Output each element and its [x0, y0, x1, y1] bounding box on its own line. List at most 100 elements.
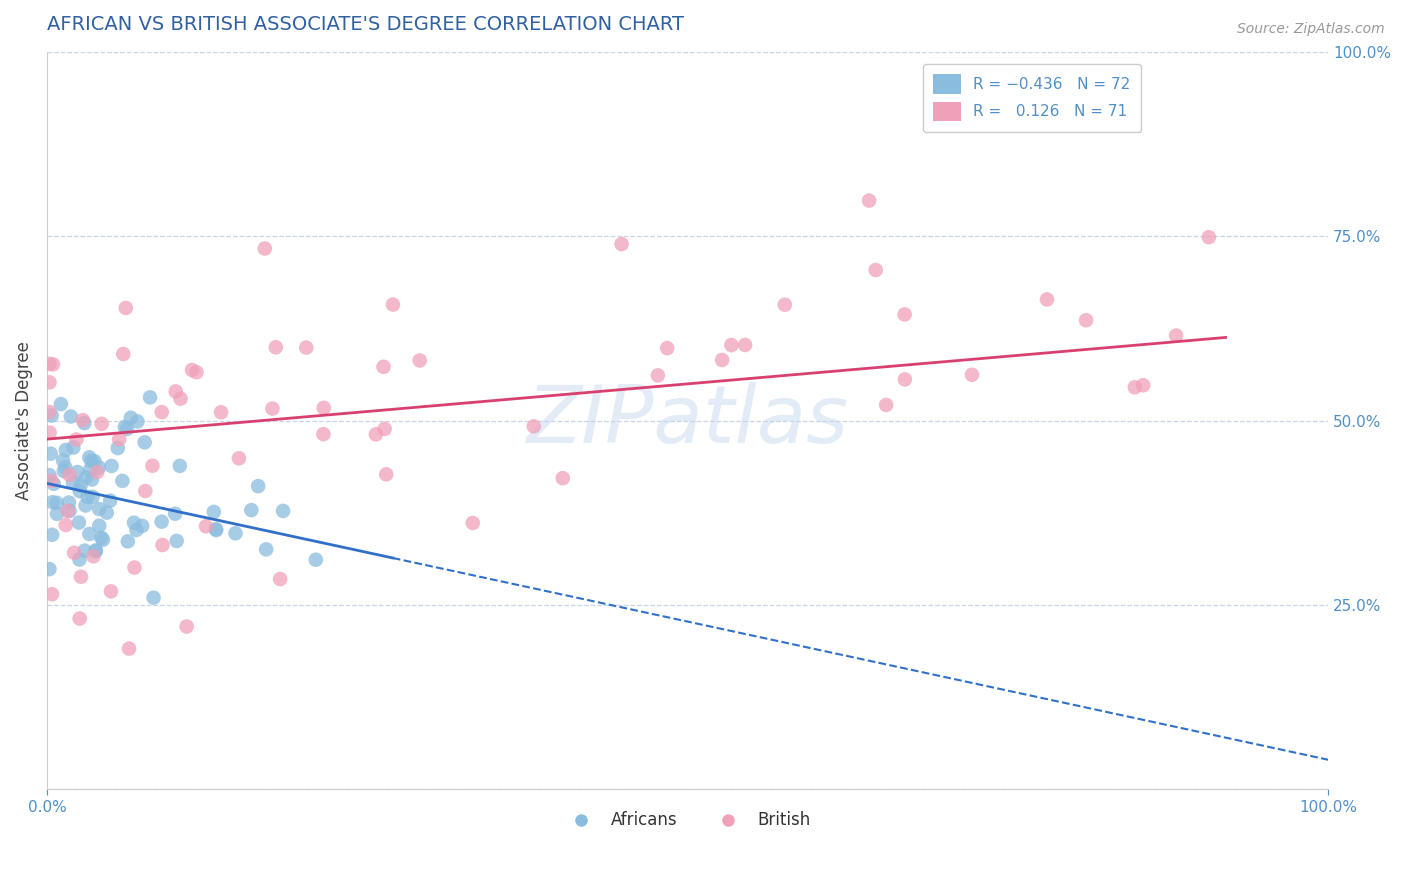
- Point: [269, 572, 291, 586]
- Point: [100, 458, 122, 473]
- Point: [858, 194, 880, 208]
- Point: [55, 442, 77, 457]
- Point: [56, 504, 79, 518]
- Point: [127, 415, 149, 429]
- Point: [55, 518, 77, 533]
- Point: [59, 409, 82, 424]
- Point: [150, 515, 173, 529]
- Point: [38, 357, 60, 371]
- Point: [165, 384, 187, 399]
- Point: [1132, 378, 1154, 392]
- Point: [62, 441, 84, 455]
- Point: [69, 611, 91, 625]
- Point: [657, 341, 679, 355]
- Point: [84, 543, 107, 558]
- Point: [59, 504, 82, 518]
- Text: Source: ZipAtlas.com: Source: ZipAtlas.com: [1237, 22, 1385, 37]
- Point: [82, 549, 104, 564]
- Point: [118, 641, 141, 656]
- Point: [141, 458, 163, 473]
- Point: [875, 398, 897, 412]
- Point: [87, 502, 110, 516]
- Point: [41, 528, 63, 542]
- Point: [52, 453, 75, 467]
- Point: [209, 405, 232, 419]
- Point: [142, 591, 165, 605]
- Point: [254, 542, 277, 557]
- Legend: Africans, British: Africans, British: [558, 805, 817, 836]
- Point: [894, 372, 917, 386]
- Point: [114, 301, 136, 315]
- Point: [271, 504, 294, 518]
- Point: [73, 543, 96, 558]
- Point: [169, 458, 191, 473]
- Point: [69, 552, 91, 566]
- Point: [46, 507, 69, 521]
- Point: [62, 475, 84, 490]
- Point: [63, 546, 86, 560]
- Point: [134, 484, 156, 499]
- Point: [1164, 328, 1187, 343]
- Point: [38, 425, 60, 440]
- Point: [42, 358, 65, 372]
- Point: [381, 297, 404, 311]
- Point: [375, 467, 398, 482]
- Point: [69, 478, 91, 492]
- Point: [181, 363, 204, 377]
- Point: [107, 441, 129, 455]
- Point: [152, 538, 174, 552]
- Point: [228, 451, 250, 466]
- Point: [1198, 230, 1220, 244]
- Point: [647, 368, 669, 383]
- Point: [150, 405, 173, 419]
- Point: [409, 353, 432, 368]
- Point: [264, 340, 287, 354]
- Point: [610, 237, 633, 252]
- Point: [42, 476, 65, 491]
- Point: [84, 544, 107, 558]
- Point: [125, 523, 148, 537]
- Point: [202, 505, 225, 519]
- Point: [41, 409, 63, 423]
- Point: [67, 516, 90, 530]
- Point: [114, 420, 136, 434]
- Point: [373, 359, 395, 374]
- Point: [80, 454, 103, 468]
- Point: [38, 376, 60, 390]
- Point: [551, 471, 574, 485]
- Point: [139, 390, 162, 404]
- Point: [195, 519, 218, 533]
- Point: [79, 450, 101, 465]
- Point: [38, 405, 60, 419]
- Point: [295, 341, 318, 355]
- Point: [115, 422, 138, 436]
- Point: [176, 619, 198, 633]
- Point: [374, 422, 396, 436]
- Point: [1123, 380, 1146, 394]
- Point: [117, 534, 139, 549]
- Point: [69, 483, 91, 498]
- Point: [247, 479, 270, 493]
- Point: [38, 468, 60, 483]
- Point: [83, 454, 105, 468]
- Point: [73, 416, 96, 430]
- Point: [53, 460, 76, 475]
- Point: [111, 474, 134, 488]
- Point: [39, 447, 62, 461]
- Point: [124, 560, 146, 574]
- Point: [893, 308, 915, 322]
- Text: AFRICAN VS BRITISH ASSOCIATE'S DEGREE CORRELATION CHART: AFRICAN VS BRITISH ASSOCIATE'S DEGREE CO…: [46, 15, 683, 34]
- Point: [79, 462, 101, 476]
- Point: [41, 474, 63, 488]
- Point: [262, 401, 284, 416]
- Point: [66, 465, 89, 479]
- Point: [90, 531, 112, 545]
- Point: [312, 427, 335, 442]
- Point: [87, 460, 110, 475]
- Point: [240, 503, 263, 517]
- Point: [112, 347, 135, 361]
- Point: [89, 518, 111, 533]
- Point: [98, 493, 121, 508]
- Point: [90, 417, 112, 431]
- Point: [166, 533, 188, 548]
